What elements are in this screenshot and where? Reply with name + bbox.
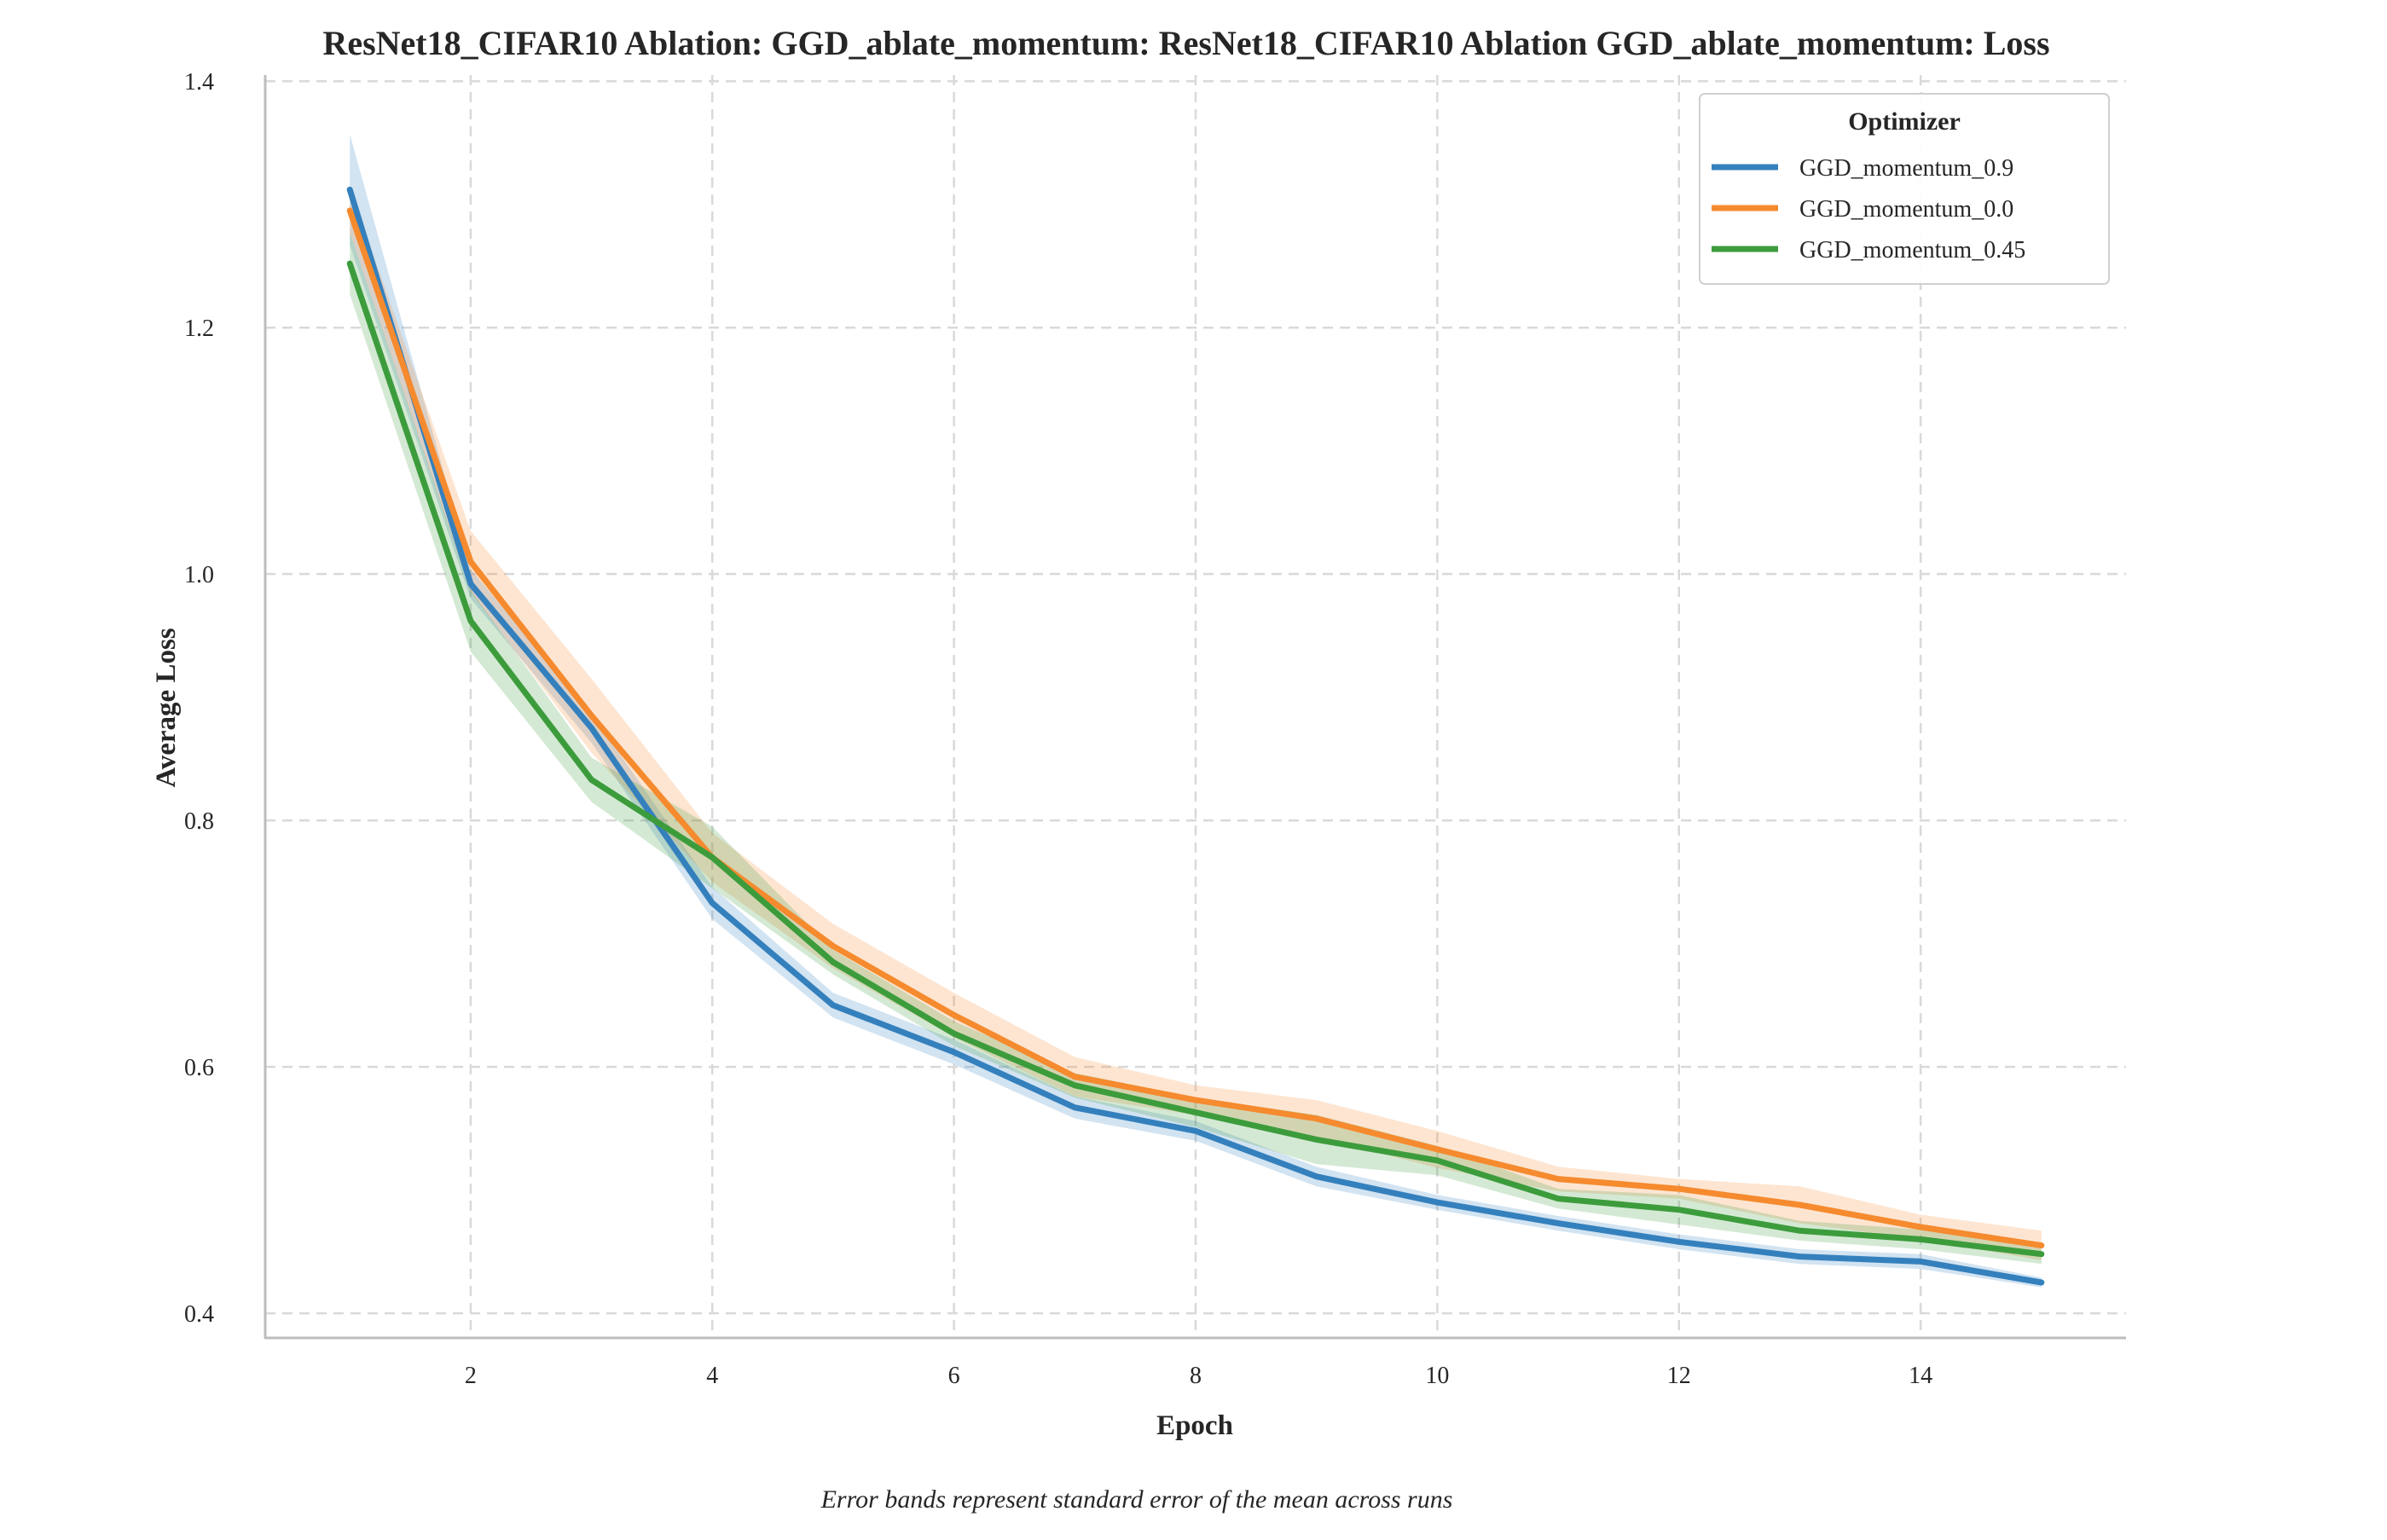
y-axis-label: Average Loss — [151, 628, 182, 787]
y-tick-label: 0.4 — [184, 1301, 214, 1328]
x-tick-label: 6 — [948, 1363, 960, 1389]
series-line-ggd-momentum-0-0 — [346, 207, 2045, 1249]
legend-label: GGD_momentum_0.0 — [1799, 196, 2013, 223]
series-line-ggd-momentum-0-9 — [346, 186, 2045, 1286]
legend-label: GGD_momentum_0.9 — [1799, 155, 2013, 182]
footnote: Error bands represent standard error of … — [820, 1485, 1453, 1514]
y-tick-label: 1.0 — [184, 562, 214, 588]
x-ticks: 2 4 6 8 10 12 14 — [465, 1363, 1932, 1389]
y-tick-label: 0.6 — [184, 1055, 214, 1081]
series-line-ggd-momentum-0-45 — [346, 260, 2045, 1258]
legend-frame — [1699, 93, 2110, 285]
x-axis-label: Epoch — [1156, 1410, 1233, 1441]
x-tick-label: 4 — [706, 1363, 718, 1389]
legend-label: GGD_momentum_0.45 — [1799, 237, 2025, 263]
legend-title: Optimizer — [1848, 107, 1961, 136]
y-tick-label: 1.2 — [184, 316, 214, 342]
legend: Optimizer GGD_momentum_0.9GGD_momentum_0… — [1699, 93, 2110, 285]
y-tick-label: 1.4 — [184, 69, 214, 96]
x-tick-label: 14 — [1909, 1363, 1932, 1389]
x-tick-label: 2 — [465, 1363, 477, 1389]
grid — [265, 75, 2126, 1338]
legend-items: GGD_momentum_0.9 GGD_momentum_0.0 GGD_mome… — [1712, 155, 2025, 263]
chart-title: ResNet18_CIFAR10 Ablation: GGD_ablate_mo… — [322, 24, 2049, 62]
x-tick-label: 10 — [1425, 1363, 1449, 1389]
x-tick-label: 12 — [1667, 1363, 1691, 1389]
series-lines — [346, 186, 2045, 1286]
x-tick-label: 8 — [1190, 1363, 1202, 1389]
y-tick-label: 0.8 — [184, 808, 214, 835]
y-ticks: 0.4 0.6 0.8 1.0 1.2 1.4 — [184, 69, 214, 1328]
